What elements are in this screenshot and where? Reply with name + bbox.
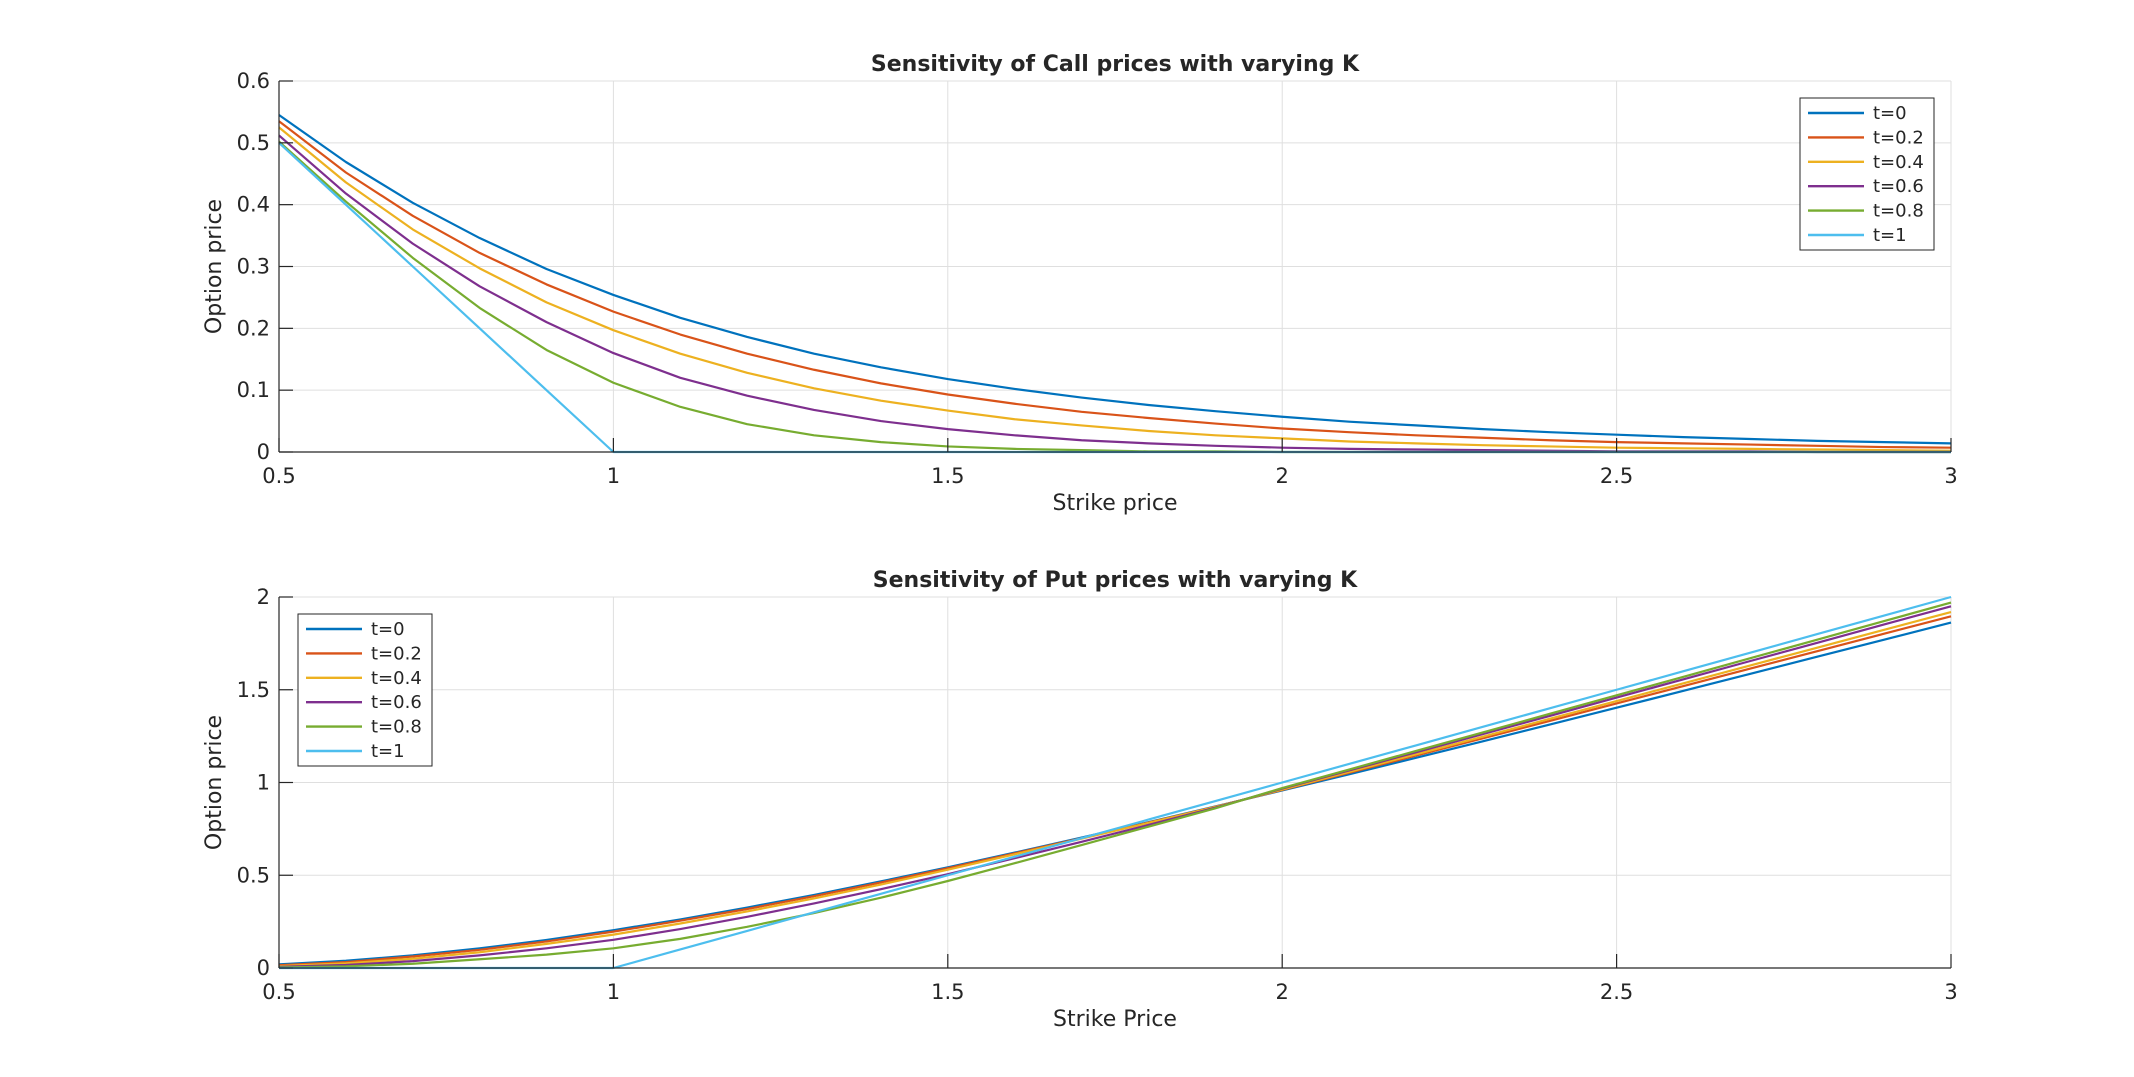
- y-tick-label: 0.2: [237, 316, 270, 340]
- legend-entry: t=0.6: [371, 692, 422, 713]
- y-tick-label: 0.5: [237, 131, 270, 155]
- legend-entry: t=0: [371, 619, 405, 640]
- y-tick-label: 0.6: [237, 69, 270, 93]
- x-tick-label: 1.5: [931, 464, 964, 488]
- legend-entry: t=0.8: [1873, 201, 1924, 222]
- x-tick-label: 3: [1944, 464, 1957, 488]
- x-axis-label: Strike price: [1053, 491, 1178, 516]
- x-tick-label: 2: [1276, 980, 1289, 1004]
- x-tick-label: 3: [1944, 980, 1957, 1004]
- series-line-t-0-2: [278, 120, 1952, 449]
- series-line-t-0-4: [278, 610, 1952, 968]
- x-tick-label: 2.5: [1600, 464, 1633, 488]
- legend-entry: t=1: [1873, 225, 1907, 246]
- y-tick-label: 0.5: [237, 863, 270, 887]
- y-axis-label: Option price: [202, 199, 227, 334]
- legend-entry: t=0.2: [371, 643, 422, 664]
- y-tick-label: 0.3: [237, 255, 270, 279]
- x-tick-label: 0.5: [262, 464, 295, 488]
- y-axis-label: Option price: [202, 715, 227, 850]
- legend-box: [297, 613, 433, 767]
- legend-entry: t=0.4: [1873, 152, 1924, 173]
- y-tick-label: 0.4: [237, 193, 270, 217]
- x-tick-label: 1.5: [931, 980, 964, 1004]
- x-tick-label: 0.5: [262, 980, 295, 1004]
- x-tick-label: 1: [607, 464, 620, 488]
- legend-entry: t=1: [371, 741, 405, 762]
- legend-box: [1799, 97, 1935, 251]
- series-line-t-0-4: [278, 126, 1952, 452]
- legend-entry: t=0.4: [371, 668, 422, 689]
- series-line-t-0: [278, 114, 1952, 445]
- chart-title: Sensitivity of Put prices with varying K: [873, 568, 1358, 593]
- legend-entry: t=0.6: [1873, 176, 1924, 197]
- x-tick-label: 1: [607, 980, 620, 1004]
- series-line-t-0-6: [278, 605, 1952, 968]
- x-tick-label: 2.5: [1600, 980, 1633, 1004]
- legend-entry: t=0.8: [371, 717, 422, 738]
- y-tick-label: 0: [257, 440, 270, 464]
- legend-entry: t=0.2: [1873, 127, 1924, 148]
- x-tick-label: 2: [1276, 464, 1289, 488]
- legend: t=0 t=0.2 t=0.4 t=0.6 t=0.8 t=1: [1799, 97, 1935, 251]
- y-tick-label: 1: [257, 771, 270, 795]
- chart-title: Sensitivity of Call prices with varying …: [871, 52, 1360, 77]
- x-axis-label: Strike Price: [1053, 1007, 1177, 1032]
- legend-entry: t=0: [1873, 103, 1907, 124]
- legend: t=0 t=0.2 t=0.4 t=0.6 t=0.8 t=1: [297, 613, 433, 767]
- series-line-t-0-8: [278, 601, 1952, 969]
- y-tick-label: 1.5: [237, 678, 270, 702]
- chart-call-prices: 0.5 1 1.5 2 2.5 3 0 0.1 0.2 0.3 0.4 0.5 0.6 Sensitivi…: [202, 52, 1958, 516]
- y-tick-label: 2: [257, 585, 270, 609]
- y-tick-label: 0: [257, 956, 270, 980]
- y-tick-label: 0.1: [237, 378, 270, 402]
